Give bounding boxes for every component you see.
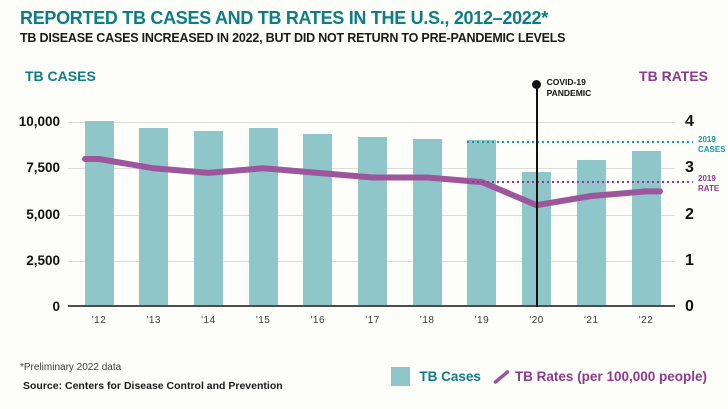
legend-cases-label: TB Cases	[419, 369, 481, 384]
ref-2019-rate-label-line: 2019	[698, 174, 716, 183]
bar-22	[631, 151, 661, 305]
bar-13	[139, 128, 169, 305]
left-axis-tick: 2,500	[26, 252, 60, 268]
tb-rates-line	[82, 156, 663, 209]
right-axis-tick: 3	[685, 159, 694, 177]
bar-14	[193, 131, 223, 305]
left-axis-title: TB CASES	[25, 68, 96, 84]
covid-label-line: COVID-19	[546, 77, 586, 87]
tb-rates-polyline	[82, 156, 663, 209]
bar-21	[576, 159, 606, 305]
right-axis-tick: 1	[685, 251, 694, 269]
covid-marker-line	[535, 84, 538, 307]
ref-2019-rate-label: 2019 RATE	[698, 174, 719, 194]
right-axis-tick: 0	[685, 298, 694, 315]
x-axis-label: '21	[584, 315, 599, 326]
x-axis-label: '22	[638, 315, 654, 326]
plot-area: 10,000 7,500 5,000 2,500 0 4 3 2 1 0 '12 '13 '14 '15 '…	[19, 77, 726, 326]
page-subtitle: TB DISEASE CASES INCREASED IN 2022, BUT …	[20, 31, 566, 45]
bar-19	[467, 140, 497, 305]
right-axis-tick: 4	[685, 113, 694, 130]
bar-15	[248, 128, 278, 305]
x-axis-label: '14	[201, 315, 216, 326]
x-axis-label: '12	[91, 315, 107, 326]
bar-17	[358, 136, 387, 305]
legend-rates-label: TB Rates (per 100,000 people)	[514, 369, 707, 384]
ref-2019-rate-label-line: RATE	[698, 184, 720, 193]
source: Source: Centers for Disease Control and …	[23, 380, 283, 392]
gridline	[68, 122, 675, 123]
bar-18	[412, 138, 442, 305]
ref-2019-rate-line	[467, 181, 693, 184]
legend: TB Cases TB Rates (per 100,000 people)	[391, 367, 707, 386]
bar-12	[84, 121, 114, 305]
page-title: REPORTED TB CASES AND TB RATES IN THE U.…	[20, 8, 548, 28]
left-axis-tick: 0	[52, 299, 60, 314]
legend-cases-swatch-icon	[391, 367, 411, 386]
ref-2019-cases-label-line: 2019	[698, 135, 716, 144]
ref-2019-cases-line	[467, 141, 693, 144]
ref-2019-cases-label-line: CASES	[698, 145, 726, 154]
bar-16	[303, 134, 333, 305]
x-axis-label: '16	[310, 315, 326, 326]
covid-label-line: PANDEMIC	[546, 87, 592, 98]
x-axis-label: '19	[474, 315, 490, 326]
left-axis-tick: 5,000	[26, 206, 60, 222]
x-axis-label: '18	[419, 315, 435, 326]
left-axis-tick: 7,500	[26, 160, 60, 176]
left-axis-tick: 10,000	[18, 114, 60, 129]
x-axis-label: '17	[365, 315, 380, 326]
right-axis-tick: 2	[685, 205, 694, 223]
x-axis-label: '13	[146, 315, 161, 326]
legend-rates-line-icon	[493, 369, 510, 384]
right-axis-title: TB RATES	[639, 68, 708, 84]
x-axis-label: '20	[529, 315, 544, 326]
x-axis-label: '15	[255, 315, 271, 326]
covid-marker-dot-icon	[532, 80, 542, 89]
footnote: *Preliminary 2022 data	[20, 362, 122, 373]
covid-label: COVID-19 PANDEMIC	[547, 77, 592, 98]
ref-2019-cases-label: 2019 CASES	[698, 135, 726, 155]
